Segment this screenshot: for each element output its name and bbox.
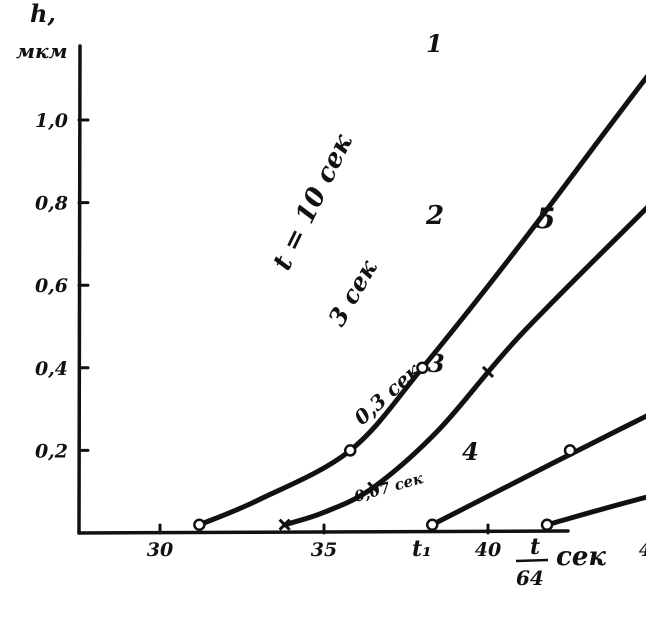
y-tick-label-1: 1,0: [35, 110, 68, 132]
series-1-name: t = 10 сек: [267, 129, 359, 275]
series-2-line: [282, 205, 646, 528]
series-lines: [196, 74, 646, 528]
y-tick-label-0.8: 0,8: [35, 193, 68, 215]
series-2-point-1: [278, 518, 291, 531]
series-2-point-3: [481, 365, 495, 378]
y-axis-label: h,: [30, 0, 56, 28]
series-4-point-1: [540, 518, 554, 531]
series-5-number: 5: [536, 202, 555, 235]
x-axis-label-unit: сек: [556, 542, 606, 572]
series-2-name: 3 сек: [322, 254, 383, 331]
y-axis-unit: мкм: [16, 39, 68, 63]
x-tick-label-40: 40: [475, 539, 501, 561]
x-axis-label-fraction-bar: [515, 558, 549, 563]
series-1-number: 1: [426, 29, 443, 58]
series-1-point-2: [343, 444, 357, 457]
axes: [77, 44, 570, 535]
y-tick-label-0.2: 0,2: [35, 440, 68, 462]
t1-label: t₁: [412, 536, 432, 562]
series-3-name: 0,3 сек: [349, 358, 425, 430]
x-axis-label-numerator: t: [530, 534, 540, 560]
tick-labels: 30354045500,20,40,60,81,0: [35, 110, 646, 561]
ticks: [77, 118, 490, 535]
series-3-line: [429, 413, 646, 528]
x-tick-label-35: 35: [311, 539, 337, 561]
series-4-number: 4: [462, 437, 479, 466]
series-markers: [193, 361, 577, 531]
series-2-number: 2: [425, 201, 444, 231]
series-1-point-3: [416, 361, 429, 375]
x-tick-label-30: 30: [147, 539, 173, 561]
series-3-point-2: [563, 444, 577, 457]
series-1-line: [196, 74, 646, 528]
series-3-number: 3: [428, 349, 445, 378]
series-3-point-1: [425, 518, 439, 531]
series-1-point-1: [193, 518, 206, 531]
x-axis-label-denominator: 64: [516, 566, 544, 590]
series-4-line: [544, 494, 646, 528]
y-tick-label-0.6: 0,6: [35, 275, 68, 297]
series-2-point-2: [367, 481, 380, 494]
x-tick-label-45: 45: [639, 539, 646, 561]
y-tick-label-0.4: 0,4: [35, 358, 68, 380]
